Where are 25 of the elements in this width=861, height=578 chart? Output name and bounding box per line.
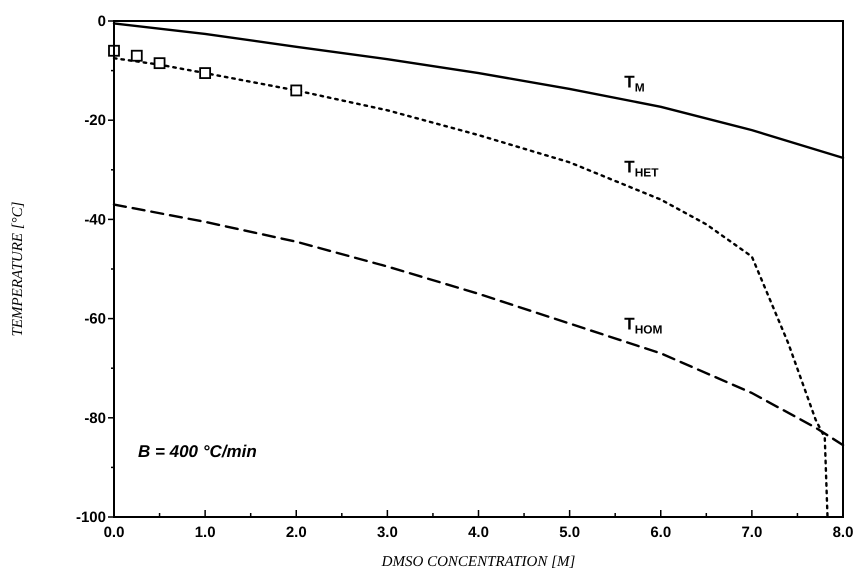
point <box>154 57 166 70</box>
x-tick-label: 6.0 <box>650 524 672 541</box>
point <box>199 67 212 79</box>
x-tick-label: 0.0 <box>104 524 124 541</box>
x-tick-label: 8.0 <box>832 524 854 541</box>
x-tick-label: 4.0 <box>468 524 489 541</box>
y-tick-label: -100 <box>76 509 106 526</box>
point <box>290 84 302 96</box>
y-tick-label: -80 <box>84 410 106 427</box>
x-tick-label: 2.0 <box>286 524 307 541</box>
series-label: T$_{HOM}$ <box>624 314 663 336</box>
y-tick-label: -20 <box>84 112 106 130</box>
y-tick-label: -40 <box>84 211 106 228</box>
series-label: T$_{HET}$ <box>624 158 660 180</box>
x-tick-label: 1.0 <box>194 524 216 541</box>
x-tick-label: 3.0 <box>376 524 398 541</box>
y-axis-title: TEMPERATURE [°C] <box>10 201 26 337</box>
x-axis-title: DMSO CONCENTRATION [M] <box>380 554 576 570</box>
annotation: B = 400 °C/min <box>138 442 257 461</box>
series-label: T$_{M}$ <box>624 72 645 94</box>
x-tick-label: 5.0 <box>559 524 580 541</box>
point <box>130 50 143 62</box>
x-tick-label: 7.0 <box>741 524 762 541</box>
y-tick-label: 0 <box>98 13 106 30</box>
y-tick-label: -60 <box>84 310 106 328</box>
